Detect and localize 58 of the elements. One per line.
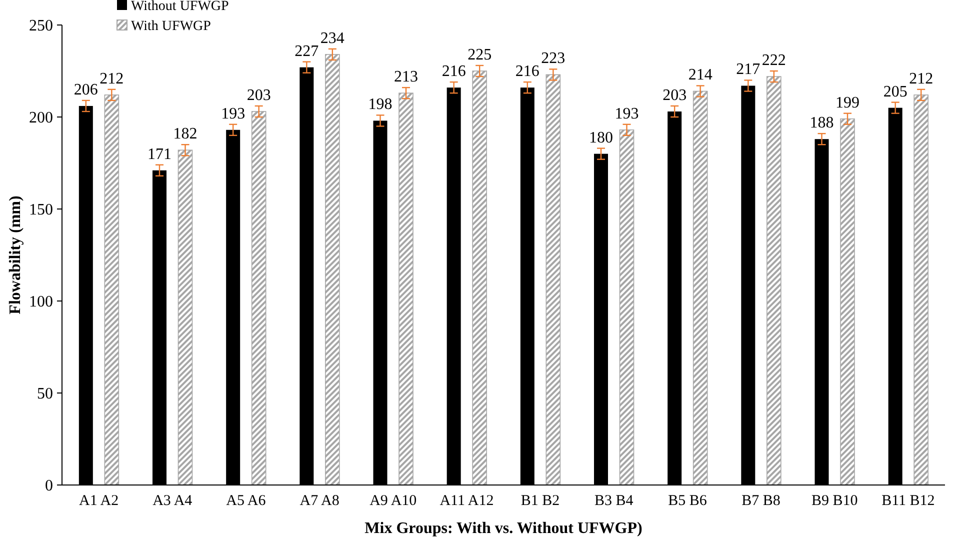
y-tick-label: 100 <box>29 294 53 311</box>
x-tick-label: B11 B12 <box>882 493 935 509</box>
x-tick-label: B9 B10 <box>811 493 858 509</box>
y-tick-label: 250 <box>29 18 53 35</box>
bar <box>766 76 782 486</box>
data-label: 199 <box>836 94 860 112</box>
x-axis-title: Mix Groups: With vs. Without UFWGP) <box>364 520 642 537</box>
data-label: 188 <box>810 114 834 132</box>
bar <box>325 54 340 486</box>
bar <box>104 94 120 486</box>
y-axis-title: Flowability (mm) <box>7 196 24 314</box>
y-tick-label: 0 <box>45 478 53 495</box>
data-label: 171 <box>148 146 172 163</box>
data-label: 205 <box>883 83 908 100</box>
bar <box>251 111 266 486</box>
legend-label: Without UFWGP <box>131 0 230 14</box>
data-label: 206 <box>74 81 98 98</box>
data-label: 223 <box>541 50 566 68</box>
legend-label: With UFWGP <box>131 18 212 34</box>
y-tick-label: 150 <box>29 202 53 219</box>
y-tick-label: 50 <box>37 386 53 403</box>
x-tick-label: A7 A8 <box>300 493 340 509</box>
bar <box>472 70 487 486</box>
data-label: 212 <box>909 70 934 88</box>
bar <box>840 118 855 486</box>
data-label: 193 <box>221 105 246 122</box>
data-label: 193 <box>614 105 639 122</box>
data-label: 203 <box>246 86 271 104</box>
data-label: 213 <box>394 68 418 86</box>
x-tick-label: A3 A4 <box>152 493 193 509</box>
data-label: 222 <box>762 52 786 69</box>
data-label: 216 <box>442 63 466 80</box>
data-label: 198 <box>368 96 392 114</box>
x-tick-label: B1 B2 <box>520 493 560 509</box>
x-tick-label: B5 B6 <box>668 493 708 509</box>
x-tick-label: B7 B8 <box>742 493 780 509</box>
bar <box>546 74 561 486</box>
data-label: 217 <box>736 61 760 78</box>
x-tick-label: A1 A2 <box>78 493 119 509</box>
data-label: 214 <box>688 66 712 84</box>
data-label: 182 <box>173 126 198 143</box>
data-label: 225 <box>468 46 492 64</box>
data-label: 212 <box>100 70 124 88</box>
bar <box>914 94 928 486</box>
bar <box>178 150 193 486</box>
data-label: 180 <box>589 129 613 146</box>
x-tick-label: B3 B4 <box>594 493 634 509</box>
y-tick-label: 200 <box>29 110 53 127</box>
bar <box>398 92 414 486</box>
data-label: 203 <box>662 86 687 104</box>
data-label: 234 <box>320 30 344 47</box>
x-tick-label: A9 A10 <box>370 493 417 509</box>
x-tick-label: A5 A6 <box>226 493 266 509</box>
x-tick-label: A11 A12 <box>440 493 494 509</box>
bar <box>619 129 634 486</box>
bar <box>692 90 708 486</box>
data-label: 216 <box>515 63 540 80</box>
data-label: 227 <box>294 42 319 60</box>
